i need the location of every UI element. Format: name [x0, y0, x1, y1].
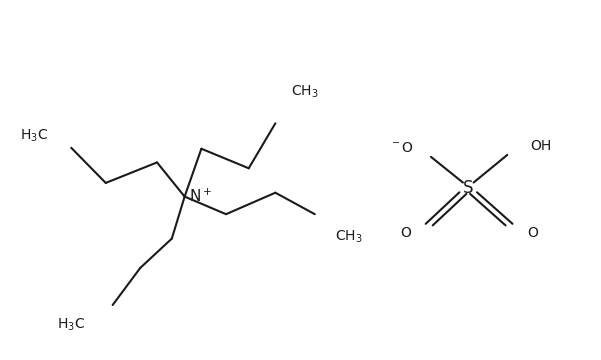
Text: S: S — [462, 179, 473, 197]
Text: $^-$O: $^-$O — [389, 141, 413, 156]
Text: OH: OH — [530, 139, 551, 153]
Text: O: O — [400, 226, 412, 240]
Text: N$^+$: N$^+$ — [189, 188, 212, 205]
Text: H$_3$C: H$_3$C — [57, 316, 85, 333]
Text: H$_3$C: H$_3$C — [20, 128, 48, 144]
Text: CH$_3$: CH$_3$ — [291, 84, 319, 100]
Text: O: O — [527, 226, 538, 240]
Text: CH$_3$: CH$_3$ — [335, 229, 363, 245]
